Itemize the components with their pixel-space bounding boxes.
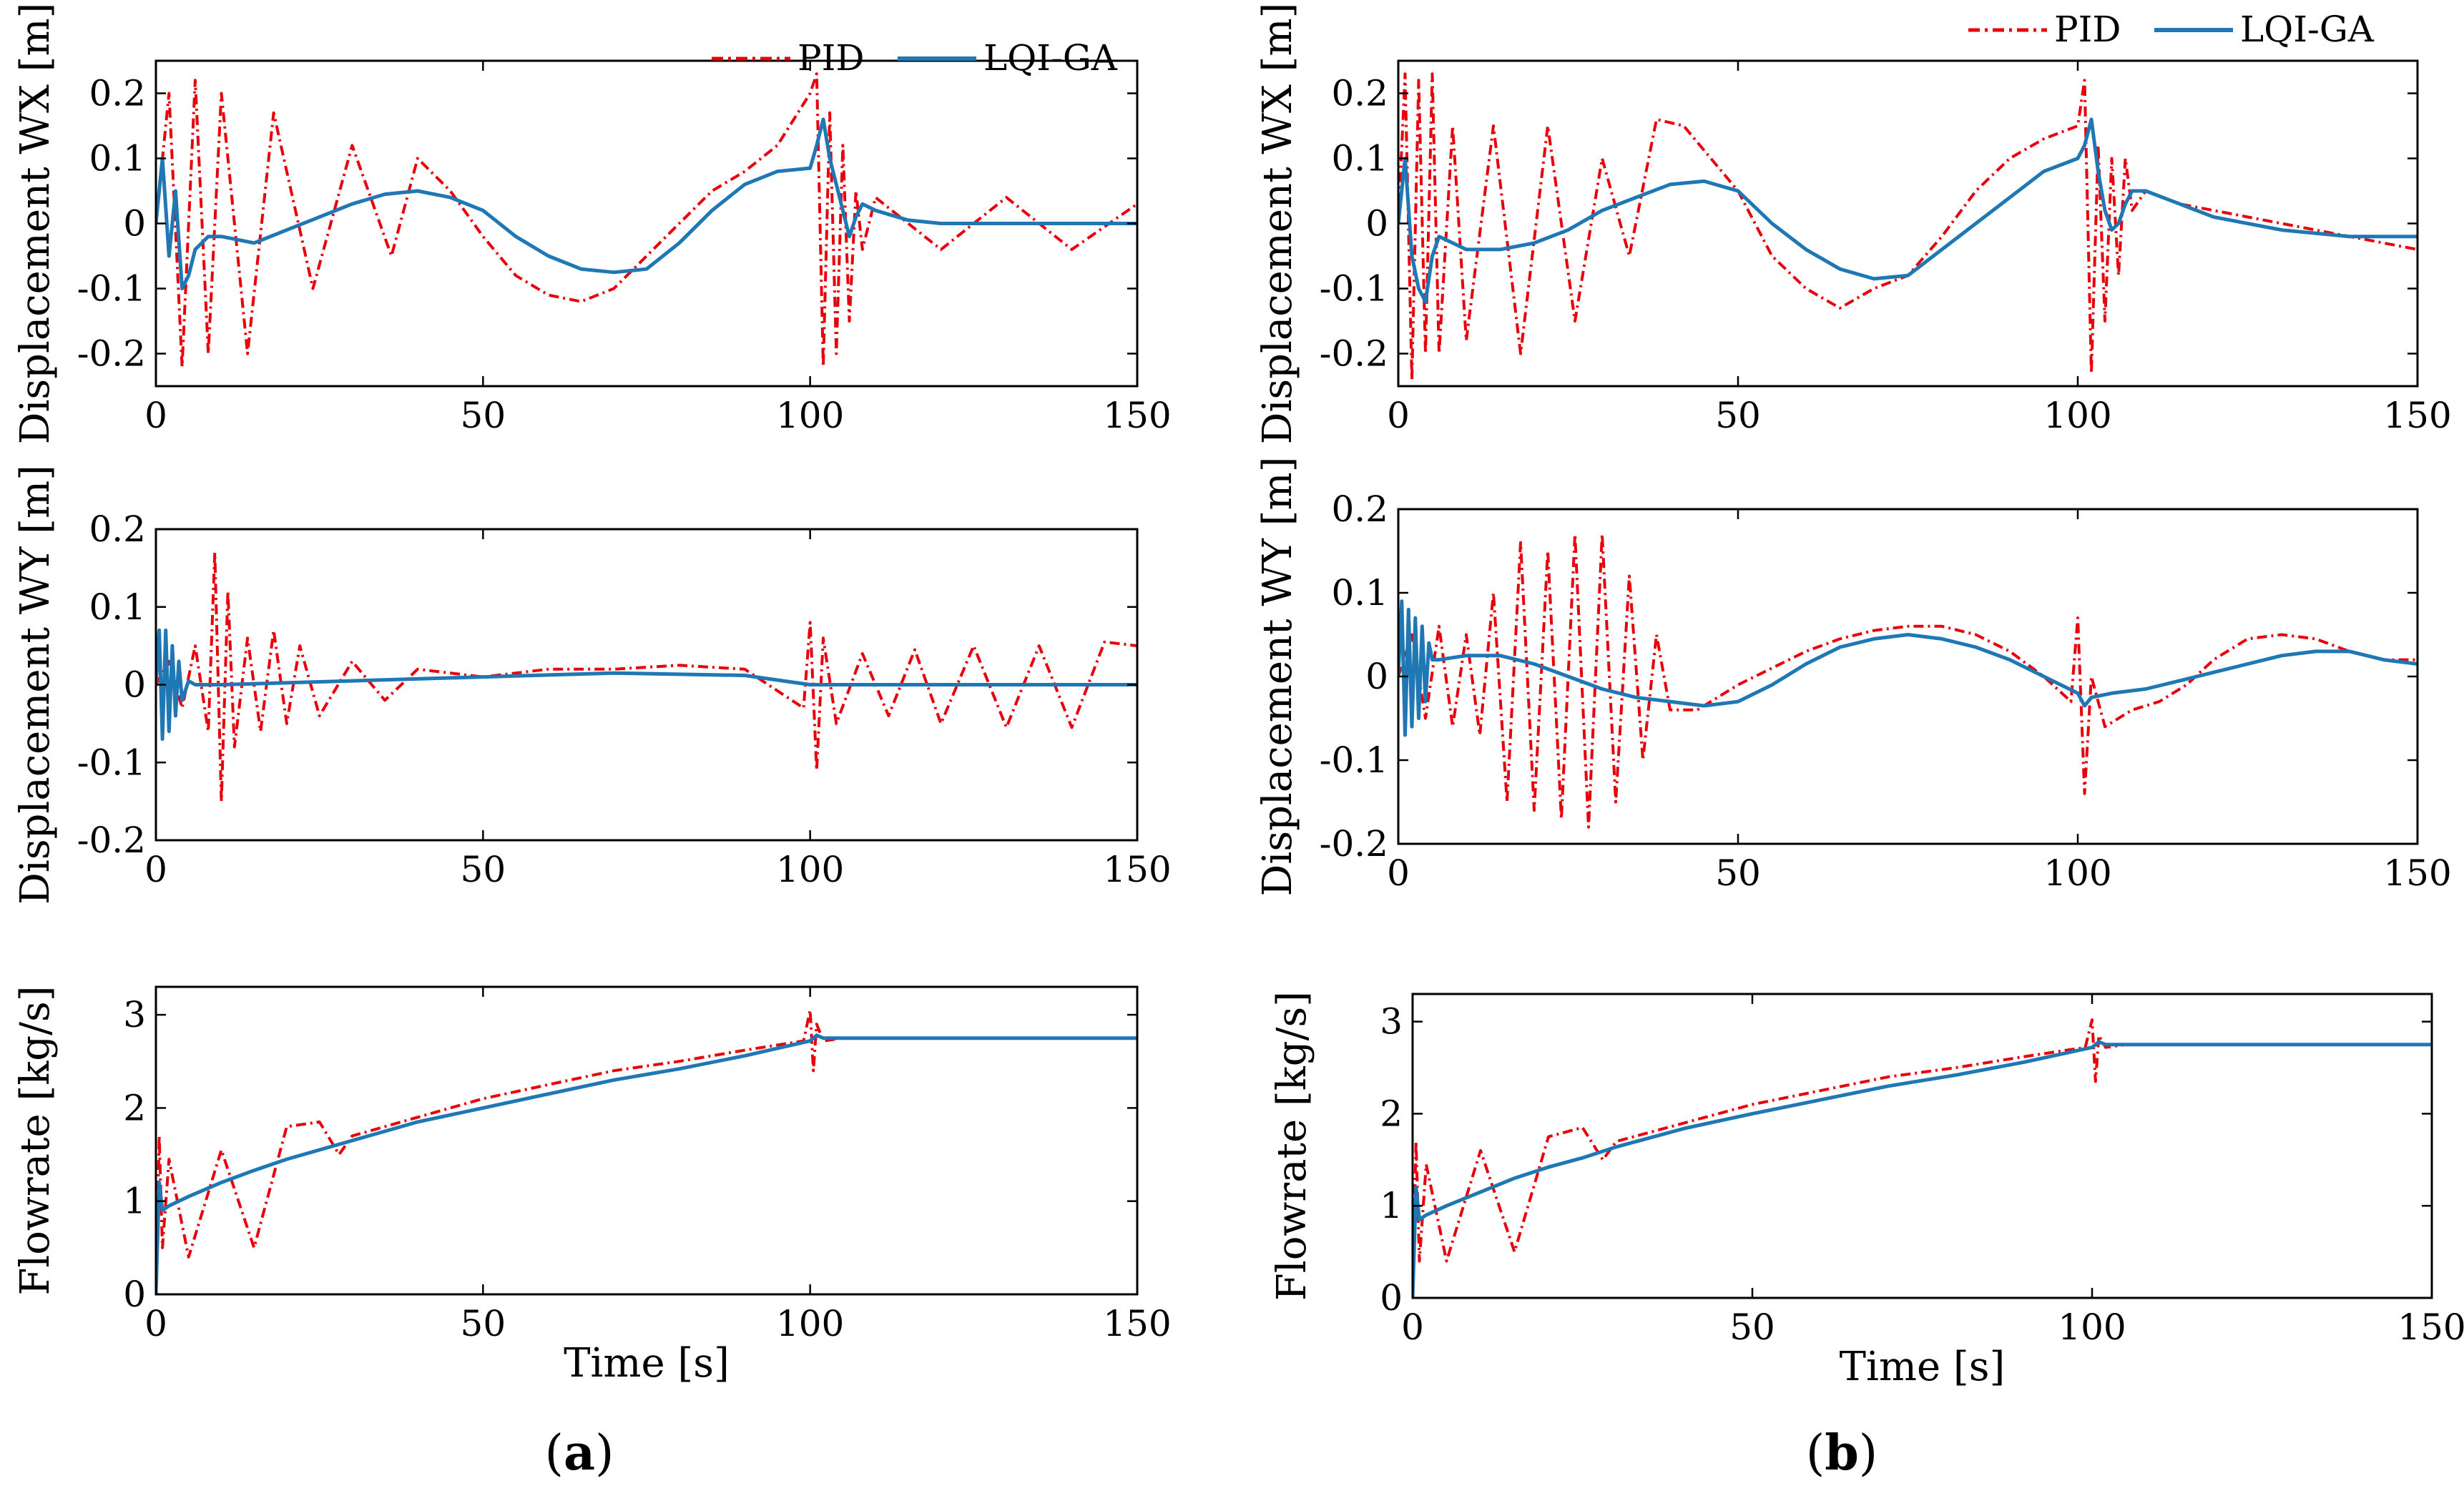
y-tick-label: 1 <box>123 1181 146 1222</box>
y-axis-label: Displacement WY [m] <box>12 465 59 905</box>
y-tick-label: -0.1 <box>77 742 146 783</box>
y-tick-label: 0.1 <box>89 138 146 179</box>
series-pid-line <box>1413 1018 2432 1298</box>
x-tick-label: 100 <box>2058 1306 2126 1348</box>
y-tick-label: -0.2 <box>1320 333 1388 375</box>
chart-a-wx: 0 50 100 150 -0.2 -0.1 0 0.1 0.2 Displacement WX … <box>12 3 1172 445</box>
x-tick-label: 0 <box>144 849 167 890</box>
y-tick-label: 0 <box>123 1274 146 1315</box>
x-tick-label: 150 <box>1103 395 1171 436</box>
y-tick-label: -0.2 <box>77 333 146 375</box>
series-lqi-ga-line <box>1398 599 2418 737</box>
y-tick-label: 0.2 <box>89 73 146 114</box>
series-lqi-ga-line <box>1398 117 2418 304</box>
axes-box <box>154 985 1139 1296</box>
y-tick-label: 0 <box>1380 1277 1403 1319</box>
panel-label-letter: a <box>564 1424 595 1482</box>
chart-b-wy: 0 50 100 150 -0.2 -0.1 0 0.1 0.2 Displacement WY … <box>1255 457 2452 897</box>
panel-label-b: (b) <box>1806 1424 1878 1482</box>
panel-label-close: ) <box>1859 1425 1878 1482</box>
y-tick-label: -0.1 <box>1320 739 1388 781</box>
x-tick-label: 0 <box>1401 1306 1424 1348</box>
x-tick-label: 50 <box>1715 852 1761 894</box>
y-axis-label: Displacement WX [m] <box>1255 3 1301 445</box>
legend-b: PID LQI-GA <box>1968 9 2375 50</box>
panel-label-letter: b <box>1825 1424 1859 1482</box>
panel-label-open: ( <box>1806 1425 1825 1482</box>
y-tick-label: 0.1 <box>1331 572 1388 614</box>
x-tick-label: 0 <box>144 1303 167 1344</box>
x-tick-label: 150 <box>2383 852 2451 894</box>
legend-a: PID LQI-GA <box>712 37 1118 79</box>
legend-pid-label: PID <box>797 37 864 79</box>
x-tick-label: 100 <box>2043 852 2111 894</box>
series-pid-line <box>1398 533 2418 829</box>
y-tick-label: 0 <box>1365 656 1388 697</box>
y-tick-label: 0.2 <box>1331 73 1388 114</box>
axes-box <box>1411 993 2433 1299</box>
chart-a-wy: 0 50 100 150 -0.2 -0.1 0 0.1 0.2 Displacement WY … <box>12 465 1172 905</box>
panel-label-a: (a) <box>544 1424 614 1482</box>
x-tick-label: 50 <box>461 849 506 890</box>
x-tick-label: 150 <box>2383 395 2451 436</box>
legend-pid-label: PID <box>2054 9 2121 50</box>
y-tick-label: 2 <box>123 1087 146 1128</box>
y-axis-label: Displacement WY [m] <box>1255 457 1301 897</box>
x-axis-label: Time [s] <box>564 1340 730 1387</box>
x-tick-label: 150 <box>1103 1303 1171 1344</box>
x-tick-label: 0 <box>1387 852 1410 894</box>
y-axis-label: Displacement WX [m] <box>12 3 59 445</box>
y-tick-label: 0 <box>1365 203 1388 245</box>
x-tick-label: 50 <box>1715 395 1761 436</box>
y-tick-label: -0.2 <box>1320 823 1388 865</box>
y-tick-label: 3 <box>1380 1001 1403 1043</box>
x-tick-label: 0 <box>1387 395 1410 436</box>
y-tick-label: 0.1 <box>89 586 146 628</box>
x-tick-label: 100 <box>776 1303 844 1344</box>
x-tick-label: 100 <box>2043 395 2111 436</box>
axes-box <box>1397 59 2419 388</box>
x-tick-label: 50 <box>461 395 506 436</box>
x-axis-label: Time [s] <box>1840 1344 2006 1390</box>
series-lqi-ga-line <box>156 1033 1137 1294</box>
series-lqi-ga-line <box>1413 1040 2432 1298</box>
y-axis-label: Flowrate [kg/s] <box>12 985 59 1295</box>
y-tick-label: 0.2 <box>1331 488 1388 530</box>
chart-b-flow: 0 50 100 150 0 1 2 3 Flowrate [kg/s] Time [s] <box>1269 991 2464 1390</box>
y-tick-label: 3 <box>123 994 146 1035</box>
x-tick-label: 150 <box>2397 1306 2464 1348</box>
axes-box <box>1397 508 2419 845</box>
x-tick-label: 100 <box>776 395 844 436</box>
panel-label-open: ( <box>544 1425 564 1482</box>
x-tick-label: 150 <box>1103 849 1171 890</box>
y-tick-label: 0 <box>123 664 146 706</box>
chart-a-flow: 0 50 100 150 0 1 2 3 Flowrate [kg/s] Time [s] <box>12 985 1172 1387</box>
y-tick-label: -0.1 <box>1320 268 1388 310</box>
y-tick-label: 0.2 <box>89 508 146 550</box>
series-lqi-ga-line <box>156 117 1137 290</box>
series-pid-line <box>1398 72 2418 381</box>
y-tick-label: 0.1 <box>1331 138 1388 179</box>
x-tick-label: 100 <box>776 849 844 890</box>
y-axis-label: Flowrate [kg/s] <box>1269 991 1315 1301</box>
x-tick-label: 0 <box>144 395 167 436</box>
y-tick-label: 0 <box>123 203 146 245</box>
y-tick-label: -0.2 <box>77 820 146 861</box>
y-tick-label: 2 <box>1380 1093 1403 1134</box>
y-tick-label: 1 <box>1380 1185 1403 1226</box>
chart-b-wx: 0 50 100 150 -0.2 -0.1 0 0.1 0.2 Displacement WX … <box>1255 3 2452 445</box>
series-pid-line <box>156 551 1137 803</box>
y-tick-label: -0.1 <box>77 268 146 310</box>
legend-lqi-label: LQI-GA <box>2240 9 2375 50</box>
legend-lqi-label: LQI-GA <box>983 37 1118 79</box>
x-tick-label: 50 <box>1729 1306 1775 1348</box>
series-pid-line <box>156 1008 1137 1294</box>
panel-label-close: ) <box>595 1425 614 1482</box>
series-pid-line <box>156 72 1137 368</box>
x-tick-label: 50 <box>461 1303 506 1344</box>
series-lqi-ga-line <box>156 628 1137 742</box>
